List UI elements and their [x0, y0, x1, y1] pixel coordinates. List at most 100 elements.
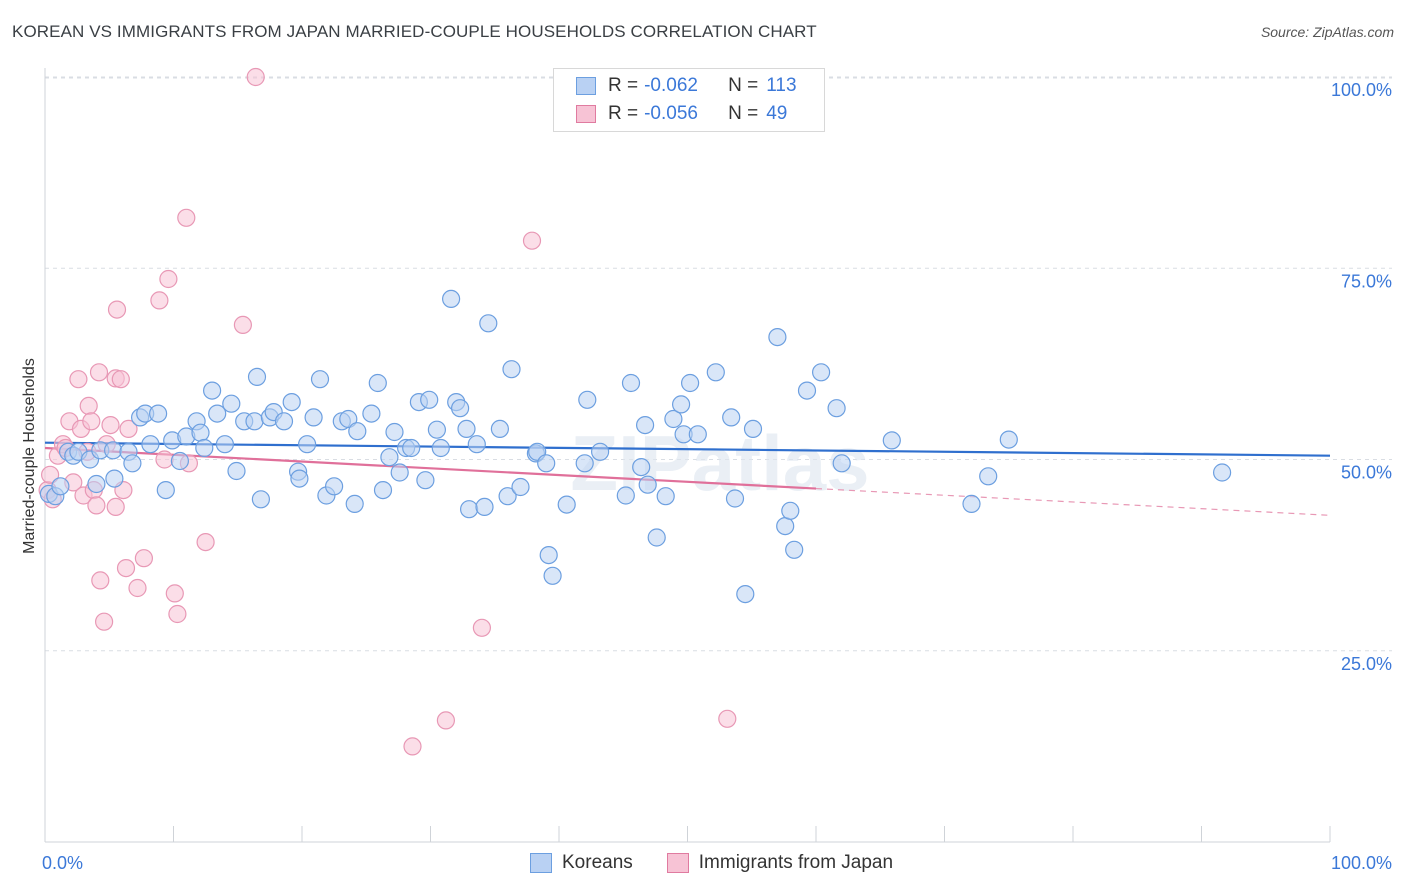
legend-item-koreans[interactable]: Koreans: [530, 852, 633, 874]
korean-point: [832, 454, 851, 473]
legend-swatch-koreans: [530, 853, 552, 873]
korean-point: [420, 390, 439, 409]
japan-point: [106, 497, 125, 516]
japan-point: [82, 412, 101, 431]
watermark: ZIPatlas: [570, 419, 869, 507]
korean-point: [304, 408, 323, 427]
korean-point: [616, 486, 635, 505]
korean-point: [490, 419, 509, 438]
korean-point: [390, 463, 409, 482]
korean-point: [290, 469, 309, 488]
korean-point: [203, 381, 222, 400]
korean-point: [979, 467, 998, 486]
korean-point: [368, 373, 387, 393]
legend-label-koreans: Koreans: [562, 852, 633, 873]
source-label: Source: ZipAtlas.com: [1260, 24, 1394, 40]
korean-point: [467, 435, 486, 454]
korean-point: [460, 500, 479, 519]
korean-point: [251, 490, 270, 509]
y-tick-label: 75.0%: [1341, 271, 1392, 291]
korean-point: [274, 412, 294, 431]
y-tick-label: 50.0%: [1341, 463, 1392, 483]
korean-point: [647, 528, 666, 547]
korean-point: [479, 314, 498, 333]
korean-point: [105, 469, 124, 488]
korean-point: [638, 475, 657, 494]
korean-point: [776, 516, 795, 536]
korean-point: [215, 435, 234, 454]
japan-point: [69, 370, 88, 389]
y-tick-label: 25.0%: [1341, 654, 1392, 674]
korean-point: [475, 497, 494, 516]
korean-point: [537, 454, 556, 473]
korean-point: [191, 423, 210, 442]
japan-point: [79, 396, 98, 415]
korean-point: [632, 458, 651, 477]
legend-r-label: R =: [608, 75, 639, 96]
korean-point: [247, 367, 267, 386]
korean-point: [811, 363, 831, 382]
japan-point: [116, 558, 136, 578]
korean-point: [457, 419, 476, 438]
y-tick-label: 100.0%: [1331, 80, 1392, 100]
korean-point: [575, 454, 594, 473]
korean-point: [722, 408, 741, 427]
korean-point: [882, 431, 901, 450]
japan-point: [91, 571, 110, 590]
korean-point: [385, 422, 404, 442]
japan-point: [128, 578, 147, 598]
korean-point: [156, 481, 175, 500]
korean-point: [442, 289, 461, 308]
korean-point: [141, 435, 160, 454]
korean-point: [362, 404, 381, 423]
korean-point: [543, 566, 562, 585]
japan-point: [101, 416, 120, 435]
korean-point: [195, 438, 214, 458]
korean-point: [557, 495, 576, 514]
korean-point: [664, 409, 683, 429]
korean-point: [325, 477, 344, 496]
korean-point: [227, 461, 246, 481]
korean-point: [222, 394, 241, 413]
japan-point: [40, 465, 60, 484]
korean-point: [656, 487, 675, 506]
korean-trendline: [44, 441, 1331, 457]
legend-n-label: N =: [728, 75, 759, 96]
japan-point: [150, 291, 169, 310]
korean-point: [635, 416, 655, 435]
korean-point: [511, 477, 530, 497]
korean-point: [743, 419, 763, 438]
japan-point: [155, 450, 174, 469]
korean-point: [298, 435, 317, 454]
japan-point: [87, 496, 106, 515]
legend-swatch-japan: [666, 853, 689, 873]
korean-point: [827, 399, 846, 418]
x-tick-label: 100.0%: [1331, 853, 1392, 873]
legend-row-koreans: R = -0.062 N = 113: [576, 73, 797, 99]
korean-point: [427, 420, 446, 439]
japan-point: [233, 315, 252, 334]
legend-item-japan[interactable]: Immigrants from Japan: [666, 852, 893, 874]
legend-n-value: 113: [766, 75, 797, 96]
korean-point: [87, 474, 106, 494]
x-tick-label: 0.0%: [42, 853, 83, 873]
korean-point: [310, 370, 330, 389]
korean-point: [578, 390, 597, 409]
chart-title: KOREAN VS IMMIGRANTS FROM JAPAN MARRIED-…: [12, 22, 817, 41]
japan-point: [403, 737, 422, 756]
korean-point: [123, 454, 142, 473]
korean-point: [797, 381, 817, 400]
korean-point: [149, 404, 168, 423]
legend-r-value: -0.062: [644, 75, 698, 96]
japan-point: [94, 612, 114, 631]
korean-point: [688, 425, 707, 444]
japan-point: [196, 532, 215, 552]
korean-point: [736, 584, 755, 604]
series-legend: Koreans Immigrants from Japan: [530, 852, 927, 874]
korean-point: [680, 373, 700, 393]
korean-point: [416, 471, 435, 490]
korean-point: [1212, 463, 1232, 482]
japan-point: [436, 711, 455, 730]
legend-n-label: N =: [728, 103, 759, 124]
